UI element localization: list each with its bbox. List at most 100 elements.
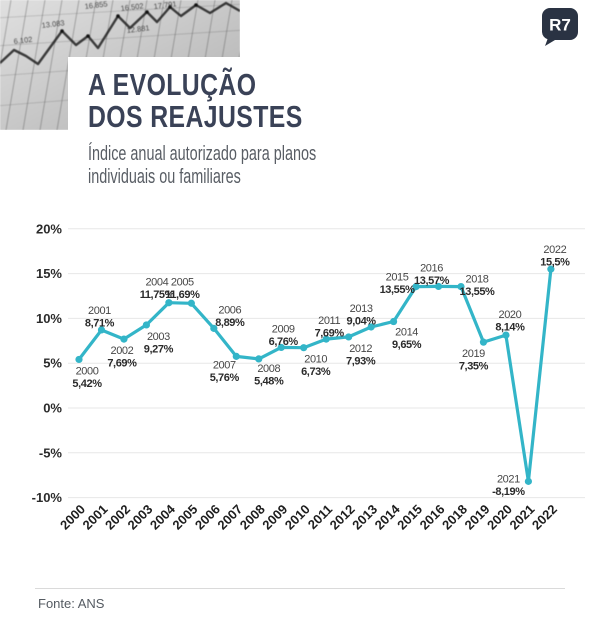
data-point-label-year: 2020 xyxy=(498,309,521,321)
photo-grid-line xyxy=(39,0,63,130)
data-point xyxy=(479,338,488,346)
photo-grid-line xyxy=(0,3,240,19)
page-subtitle-line1: Índice anual autorizado para planos xyxy=(88,143,317,165)
data-point-label-value: 11,69% xyxy=(165,289,200,301)
y-tick-label: 0% xyxy=(43,401,62,416)
data-point-label-year: 2013 xyxy=(350,303,373,315)
data-point-label-year: 2021 xyxy=(497,473,520,485)
data-point-label-year: 2007 xyxy=(213,359,236,371)
data-point-label-value: 8,89% xyxy=(215,317,245,329)
page-title-line1: A EVOLUÇÃO xyxy=(88,67,257,102)
data-point-label-value: 9,27% xyxy=(144,343,174,355)
footer-divider xyxy=(35,588,565,589)
data-point xyxy=(255,355,263,363)
data-point xyxy=(165,299,173,307)
y-tick-label: 10% xyxy=(36,311,62,326)
y-tick-label: 15% xyxy=(36,266,62,281)
data-point-label-value: 13,57% xyxy=(414,275,450,287)
data-point-label-value: 5,76% xyxy=(210,372,240,384)
data-point xyxy=(75,355,83,364)
data-point-label-value: 9,65% xyxy=(392,339,422,351)
x-tick-label: 2022 xyxy=(529,502,560,533)
data-point-label-value: 13,55% xyxy=(460,286,496,298)
photo-number-label: 12.881 xyxy=(126,23,150,35)
data-point-label-value: 7,69% xyxy=(107,358,137,370)
data-point-label-value: 7,69% xyxy=(315,328,345,340)
y-tick-label: 20% xyxy=(36,221,62,236)
data-point xyxy=(277,343,285,352)
data-point-label-year: 2001 xyxy=(88,305,111,317)
data-point-label-value: 6,76% xyxy=(269,336,299,348)
r7-logo-icon: R7 xyxy=(542,8,578,46)
photo-zigzag-dot xyxy=(168,5,172,9)
data-point-label-value: -8,19% xyxy=(492,486,525,498)
data-point xyxy=(322,335,330,343)
data-point-label-value: 8,71% xyxy=(85,317,115,329)
data-point xyxy=(120,335,128,343)
data-point-label-year: 2014 xyxy=(395,327,418,339)
data-point-label-year: 2000 xyxy=(76,365,99,377)
data-point-label-year: 2003 xyxy=(147,331,170,343)
header: A EVOLUÇÃO DOS REAJUSTES Índice anual au… xyxy=(88,69,405,189)
photo-grid-line xyxy=(0,29,240,47)
data-point-label-value: 7,93% xyxy=(346,355,376,367)
data-point-label-value: 7,35% xyxy=(459,361,489,373)
data-point-label-value: 15,5% xyxy=(540,257,570,269)
data-point-label-value: 11,75% xyxy=(140,289,175,301)
data-point xyxy=(547,265,555,273)
chart-svg: 20%15%10%5%0%-5%-10%20005,42%200020018,7… xyxy=(32,221,585,533)
r7-logo-text: R7 xyxy=(549,16,571,35)
data-point-label-year: 2016 xyxy=(420,262,443,274)
data-point xyxy=(524,477,533,485)
white-panel xyxy=(68,57,600,147)
data-point-label-year: 2002 xyxy=(111,345,134,357)
data-point-label-value: 13,55% xyxy=(380,284,416,296)
photo-zigzag-dot xyxy=(116,14,120,18)
trend-line xyxy=(77,267,553,483)
source-label: Fonte: ANS xyxy=(38,596,105,611)
data-point-label-year: 2012 xyxy=(349,343,372,355)
data-point-label-year: 2009 xyxy=(272,323,295,335)
photo-number-label: 13.083 xyxy=(41,18,65,30)
y-tick-label: -10% xyxy=(32,490,63,505)
data-point-label-year: 2019 xyxy=(462,348,485,360)
photo-zigzag-dot xyxy=(145,10,149,14)
data-point-label-value: 5,48% xyxy=(254,375,284,387)
data-point-label-year: 2015 xyxy=(386,272,409,284)
photo-number-label: 16.502 xyxy=(120,1,144,13)
data-point-label-value: 8,14% xyxy=(495,322,525,334)
data-point-label-value: 5,42% xyxy=(72,378,102,390)
page-title-line2: DOS REAJUSTES xyxy=(88,99,303,134)
photo-number-label: 6.102 xyxy=(13,35,33,46)
photo-number-label: 16.855 xyxy=(84,0,108,11)
photo-zigzag-line xyxy=(0,1,240,66)
data-point-label-value: 9,04% xyxy=(347,316,377,328)
data-point xyxy=(367,323,375,331)
data-point-label-year: 2008 xyxy=(257,363,280,375)
data-point xyxy=(142,321,151,329)
data-point-label-year: 2005 xyxy=(171,276,194,288)
data-point xyxy=(345,333,353,341)
data-point xyxy=(412,282,420,291)
photo-grid-line xyxy=(22,0,46,130)
y-tick-label: -5% xyxy=(39,445,63,460)
photo-zigzag-dot xyxy=(60,29,64,33)
r7-logo-bubble xyxy=(542,8,578,46)
y-tick-label: 5% xyxy=(43,356,62,371)
data-point xyxy=(210,324,218,332)
data-point-label-value: 6,73% xyxy=(301,366,331,378)
page-subtitle: Índice anual autorizado para planos indi… xyxy=(88,143,316,189)
data-point xyxy=(97,326,106,334)
page-title: A EVOLUÇÃO DOS REAJUSTES xyxy=(88,69,342,133)
data-point xyxy=(502,331,510,339)
data-point-label-year: 2004 xyxy=(145,277,168,289)
data-point xyxy=(187,299,195,307)
r7-logo: R7 xyxy=(541,7,579,47)
photo-zigzag-dot xyxy=(194,3,198,7)
photo-grid-line xyxy=(5,0,29,130)
data-point xyxy=(232,352,240,360)
page-subtitle-line2: individuais ou familiares xyxy=(88,166,241,188)
data-point xyxy=(457,282,465,291)
data-point-label-year: 2011 xyxy=(318,315,340,327)
photo-zigzag-dot xyxy=(86,34,90,38)
